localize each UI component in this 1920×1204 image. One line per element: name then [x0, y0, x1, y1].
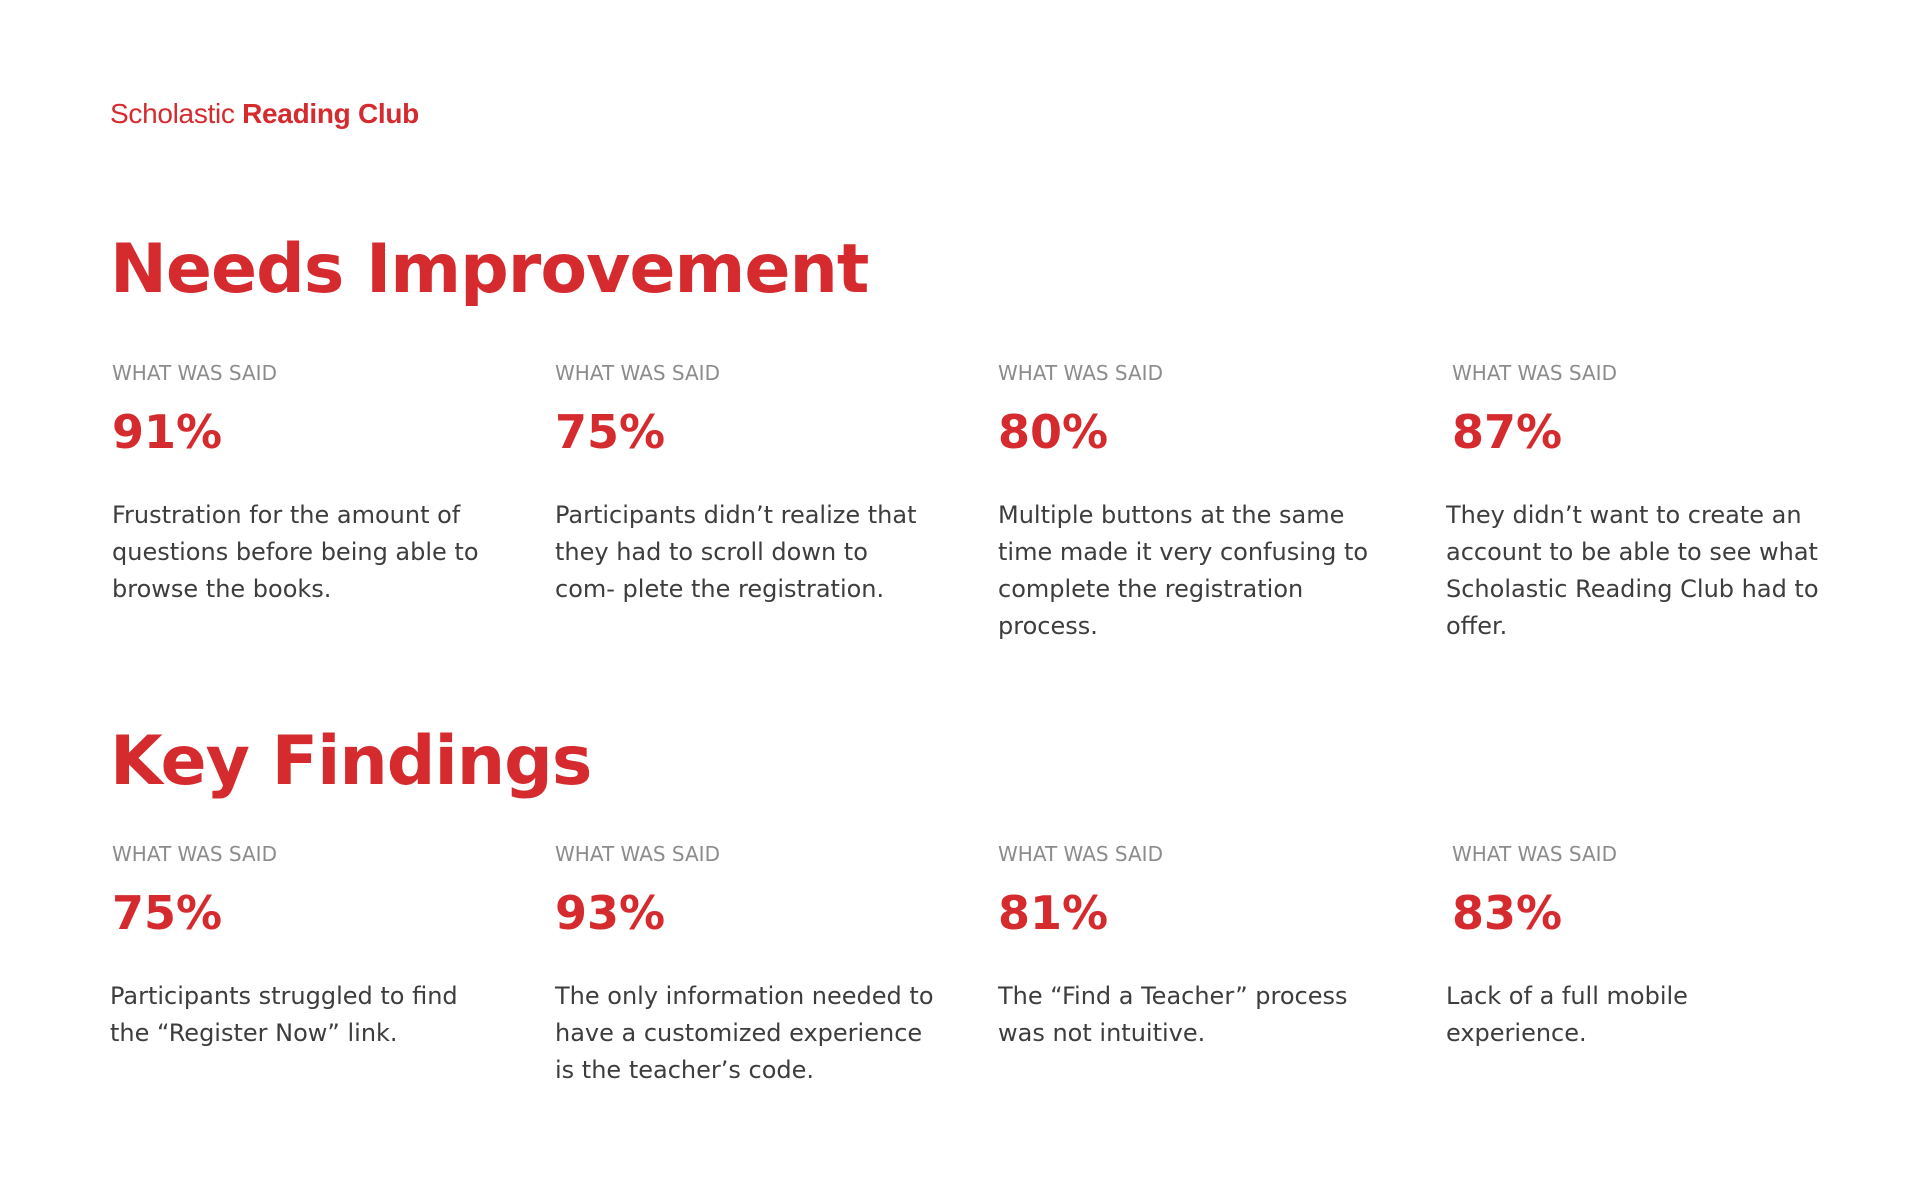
stat-label: WHAT WAS SAID [555, 842, 720, 866]
stat-percent: 87% [1452, 405, 1563, 459]
stat-label: WHAT WAS SAID [555, 361, 720, 385]
section-title-key-findings: Key Findings [110, 722, 592, 801]
stat-label: WHAT WAS SAID [1452, 842, 1617, 866]
stat-card: WHAT WAS SAID 75% Participants struggled… [110, 842, 492, 1052]
stat-percent: 83% [1452, 886, 1563, 940]
stat-card: WHAT WAS SAID 91% Frustration for the am… [112, 363, 492, 608]
stat-card: WHAT WAS SAID 83% Lack of a full mobile … [1446, 842, 1832, 1052]
stat-description: The only information needed to have a cu… [555, 982, 934, 1084]
stat-percent: 91% [112, 405, 223, 459]
stat-label: WHAT WAS SAID [112, 361, 277, 385]
stat-percent: 75% [112, 886, 223, 940]
stat-percent: 75% [555, 405, 666, 459]
stat-label: WHAT WAS SAID [112, 842, 277, 866]
brand-name-bold: Reading Club [242, 98, 419, 129]
brand-name-light: Scholastic [110, 98, 235, 129]
stat-card: WHAT WAS SAID 81% The “Find a Teacher” p… [998, 844, 1378, 1052]
stat-percent: 81% [998, 886, 1109, 940]
stat-description: Participants didn’t realize that they ha… [555, 501, 917, 603]
stat-label: WHAT WAS SAID [1452, 361, 1617, 385]
stat-label: WHAT WAS SAID [998, 361, 1163, 385]
stat-description: The “Find a Teacher” process was not int… [998, 982, 1348, 1047]
stat-description: Frustration for the amount of questions … [112, 501, 479, 603]
section-title-needs-improvement: Needs Improvement [110, 230, 869, 309]
stat-card: WHAT WAS SAID 93% The only information n… [555, 844, 935, 1089]
stat-card: WHAT WAS SAID 75% Participants didn’t re… [555, 363, 935, 608]
stat-card: WHAT WAS SAID 80% Multiple buttons at th… [998, 363, 1378, 645]
stat-card: WHAT WAS SAID 87% They didn’t want to cr… [1446, 361, 1832, 645]
brand-logo: Scholastic Reading Club [110, 98, 419, 130]
stat-description: Participants struggled to find the “Regi… [110, 982, 458, 1047]
stat-description: Lack of a full mobile experience. [1446, 982, 1688, 1047]
stat-label: WHAT WAS SAID [998, 842, 1163, 866]
stat-description: Multiple buttons at the same time made i… [998, 501, 1369, 640]
stat-percent: 80% [998, 405, 1109, 459]
stat-description: They didn’t want to create an account to… [1446, 501, 1819, 640]
stat-percent: 93% [555, 886, 666, 940]
